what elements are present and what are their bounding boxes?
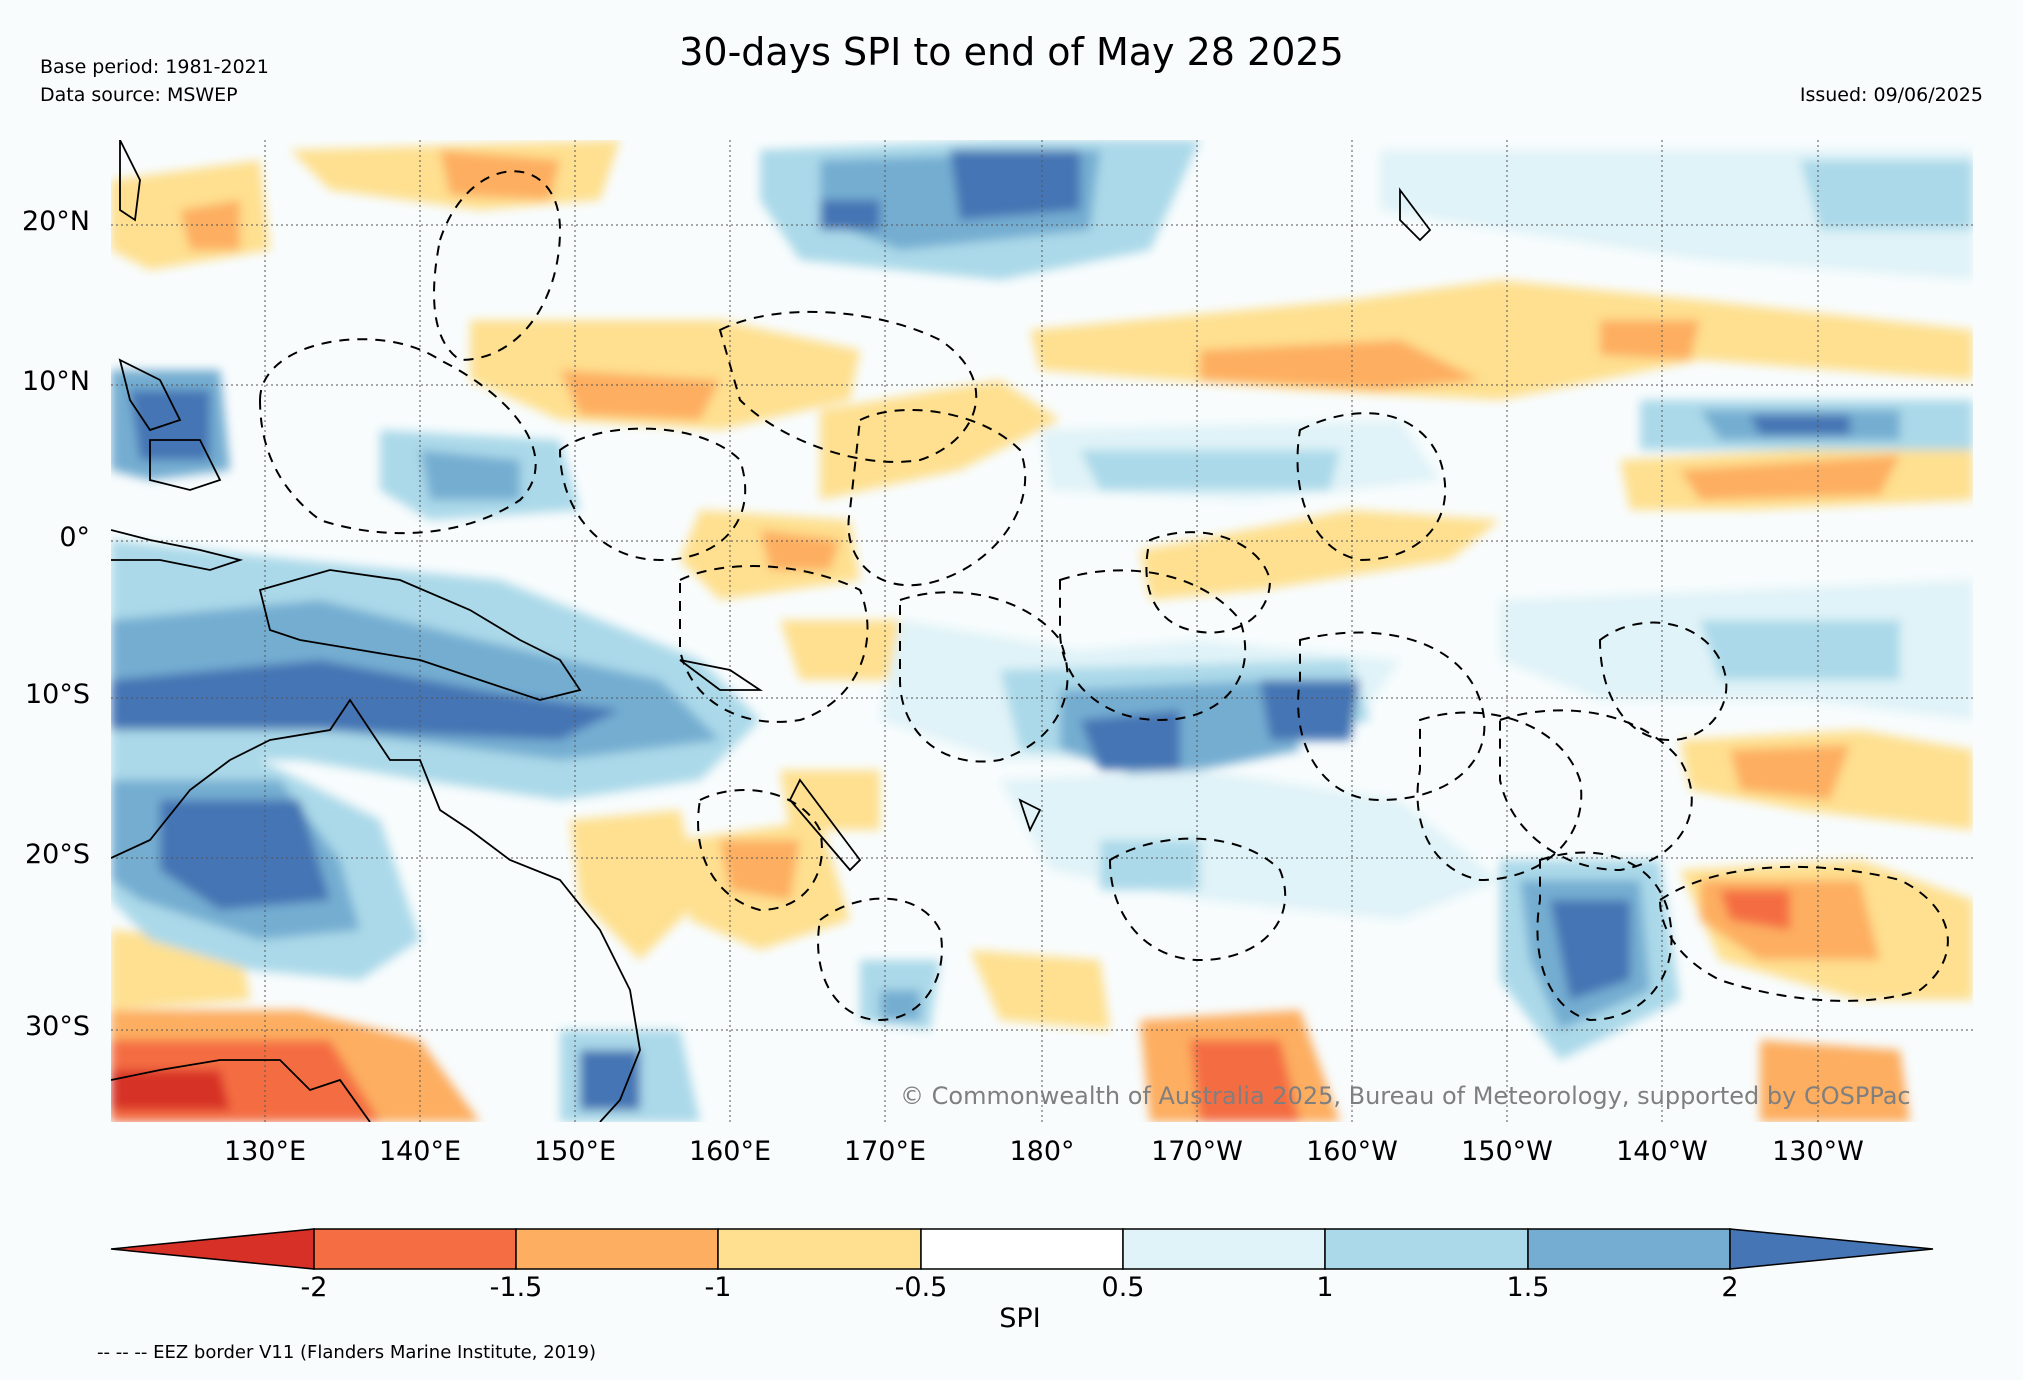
colorbar-tick-label: -1.5	[489, 1272, 543, 1303]
colorbar-tick-label: -1	[704, 1272, 732, 1303]
colorbar-segment	[717, 1228, 922, 1270]
colorbar-segment	[515, 1228, 719, 1270]
lon-label: 180°	[1009, 1136, 1075, 1167]
colorbar-segment	[1324, 1228, 1529, 1270]
colorbar	[110, 1228, 1934, 1270]
lat-label: 10°N	[21, 366, 90, 397]
colorbar-segment	[1122, 1228, 1326, 1270]
lon-label: 140°E	[378, 1136, 462, 1167]
colorbar-tick-label: -2	[300, 1272, 328, 1303]
eez-borders	[258, 170, 1949, 1022]
lon-label: 160°E	[688, 1136, 772, 1167]
lon-label: 150°E	[533, 1136, 617, 1167]
base-period-label: Base period: 1981-2021	[40, 56, 269, 78]
colorbar-segment	[313, 1228, 517, 1270]
lon-label: 160°W	[1306, 1136, 1398, 1167]
lon-label: 140°W	[1616, 1136, 1708, 1167]
colorbar-tick-label: 1	[1316, 1272, 1334, 1303]
spi-field	[111, 140, 1973, 1122]
lon-label: 130°W	[1772, 1136, 1864, 1167]
lat-label: 10°S	[25, 679, 90, 710]
map-title: 30-days SPI to end of May 28 2025	[679, 30, 1344, 74]
colorbar-tick-label: -0.5	[894, 1272, 948, 1303]
lat-label: 20°S	[25, 839, 90, 870]
lat-label: 30°S	[25, 1011, 90, 1042]
issued-date: Issued: 09/06/2025	[1799, 84, 1983, 106]
coastlines	[111, 140, 1432, 1122]
lon-label: 130°E	[223, 1136, 307, 1167]
eez-legend-note: -- -- -- EEZ border V11 (Flanders Marine…	[97, 1342, 597, 1363]
data-source-label: Data source: MSWEP	[40, 84, 238, 106]
colorbar-title: SPI	[999, 1303, 1041, 1334]
lon-label: 170°E	[843, 1136, 927, 1167]
colorbar-segment	[1527, 1228, 1731, 1270]
lat-label: 0°	[59, 522, 90, 553]
lon-label: 150°W	[1461, 1136, 1553, 1167]
colorbar-tick-label: 0.5	[1101, 1272, 1145, 1303]
colorbar-segment	[920, 1228, 1124, 1270]
lat-label: 20°N	[21, 206, 90, 237]
colorbar-segment	[1729, 1228, 1934, 1270]
lon-label: 170°W	[1151, 1136, 1243, 1167]
colorbar-tick-label: 2	[1721, 1272, 1739, 1303]
colorbar-segment	[110, 1228, 315, 1270]
colorbar-tick-label: 1.5	[1506, 1272, 1550, 1303]
copyright-notice: © Commonwealth of Australia 2025, Bureau…	[900, 1082, 1911, 1110]
